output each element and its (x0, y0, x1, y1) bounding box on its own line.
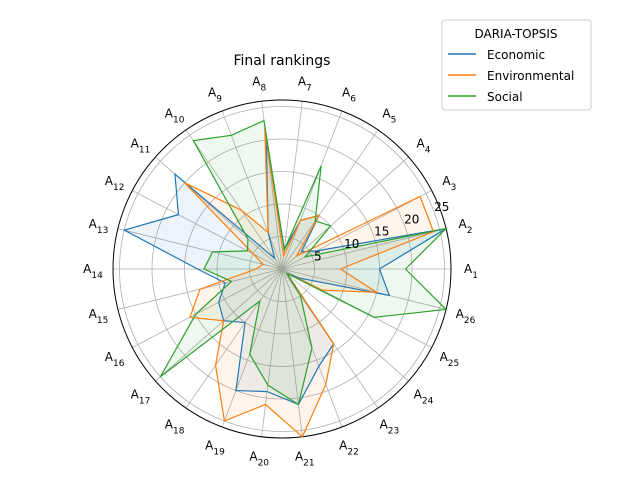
category-label: A4 (417, 137, 431, 156)
grid-ring (151, 138, 413, 400)
grid-spoke (281, 101, 303, 270)
polar-frame (112, 99, 452, 439)
grid-spoke (221, 110, 283, 270)
legend-label: Social (487, 90, 523, 104)
legend-label: Economic (487, 48, 545, 62)
grid-spoke (185, 129, 283, 270)
category-label: A19 (205, 439, 225, 458)
legend-title: DARIA-TOPSIS (474, 27, 557, 41)
radial-tick-label: 25 (434, 200, 449, 214)
category-label: A10 (165, 107, 185, 126)
category-label: A21 (295, 450, 315, 469)
category-label: A7 (298, 74, 312, 93)
grid-spoke (132, 190, 283, 270)
category-label: A3 (442, 174, 456, 193)
grid-spoke (117, 228, 283, 270)
grid-spoke (132, 268, 283, 348)
radial-tick-labels: 5 10 15 20 25 (314, 200, 449, 264)
legend-frame (441, 19, 592, 111)
radial-tick-label: 5 (314, 250, 322, 264)
category-label: A9 (208, 85, 222, 104)
category-label: A18 (165, 418, 185, 437)
category-label: A24 (414, 387, 434, 406)
grid-ring (119, 106, 445, 432)
series-line-social (159, 119, 448, 406)
grid-spoke (281, 268, 409, 382)
category-label: A26 (456, 307, 476, 326)
category-label: A1 (464, 262, 478, 281)
radial-tick-label: 20 (404, 212, 419, 226)
radial-tick-label: 15 (374, 225, 389, 239)
legend: DARIA-TOPSIS Economic Environmental Social (441, 19, 592, 111)
category-label: A5 (382, 107, 396, 126)
series-fill-economic (124, 139, 447, 405)
category-label: A8 (252, 74, 266, 93)
series-line-environmental (184, 126, 435, 438)
radial-tick-label: 10 (344, 237, 359, 251)
grid-ring (216, 203, 348, 335)
category-label: A23 (380, 418, 400, 437)
grid-spoke (281, 268, 447, 310)
grid-spoke (185, 268, 283, 409)
chart-title: Final rankings (234, 53, 331, 69)
category-label: A11 (131, 137, 151, 156)
grid-spoke (281, 129, 379, 270)
category-label: A16 (105, 350, 125, 369)
category-label: A12 (105, 174, 125, 193)
grid-spoke (261, 268, 283, 437)
grid-spoke (281, 268, 303, 437)
legend-items: Economic Environmental Social (448, 48, 574, 104)
grid-spoke (281, 110, 343, 270)
series-fill-social (160, 120, 447, 405)
series-fills (124, 120, 447, 437)
legend-label: Environmental (487, 69, 574, 83)
category-label: A13 (89, 217, 109, 236)
series-fill-environmental (184, 127, 434, 437)
series-lines (122, 119, 448, 438)
grid-spoke (221, 268, 283, 428)
category-label: A25 (440, 350, 460, 369)
category-label: A22 (339, 439, 359, 458)
category-label: A17 (131, 387, 151, 406)
category-label: A2 (459, 217, 473, 236)
category-label: A6 (342, 85, 356, 104)
category-label: A14 (83, 262, 103, 281)
category-labels: A1 A2 A3 A4 A5 A6 A7 A8 A9 A10 A11 A12 A13 A14 A15 A16 A… (83, 74, 478, 468)
grid-spoke (155, 268, 283, 382)
category-label: A15 (89, 307, 109, 326)
grid-spoke (281, 228, 447, 270)
grid-spoke (281, 156, 409, 270)
category-label: A20 (249, 450, 269, 469)
